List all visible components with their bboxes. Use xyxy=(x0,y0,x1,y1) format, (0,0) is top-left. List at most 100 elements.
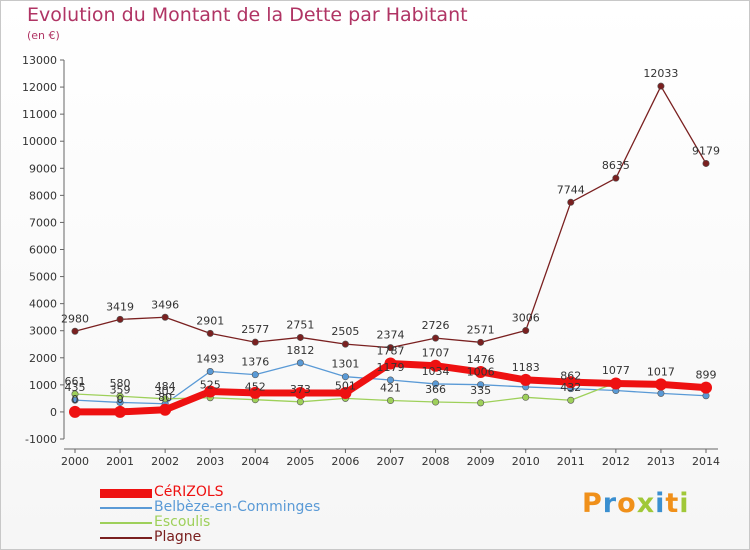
data-point-escoulis xyxy=(386,397,394,405)
logo-letter: t xyxy=(665,488,680,519)
data-label-cerizols: 1183 xyxy=(512,361,540,374)
series-plagne xyxy=(71,82,710,352)
data-point-cerizols xyxy=(249,386,262,399)
x-tick-label: 2008 xyxy=(422,455,450,468)
logo-letter: x xyxy=(636,488,656,519)
data-point-escoulis xyxy=(567,396,575,404)
data-label-plagne: 12033 xyxy=(643,67,678,80)
data-point-cerizols xyxy=(204,385,217,398)
data-label-escoulis: 501 xyxy=(335,379,356,392)
y-tick-label: 9000 xyxy=(29,162,57,175)
data-label-plagne: 2726 xyxy=(422,319,450,332)
unit-label: (en €) xyxy=(27,29,60,42)
y-tick-label: 8000 xyxy=(29,189,57,202)
data-point-cerizols xyxy=(429,359,442,372)
y-tick-label: 4000 xyxy=(29,298,57,311)
data-label-plagne: 2980 xyxy=(61,312,89,325)
x-tick-label: 2006 xyxy=(331,455,359,468)
data-point-cerizols xyxy=(564,376,577,389)
legend-label-plagne: Plagne xyxy=(154,529,202,545)
data-label-escoulis: 373 xyxy=(290,383,311,396)
legend-swatch-escoulis xyxy=(100,522,152,524)
x-tick-label: 2013 xyxy=(647,455,675,468)
data-label-belbeze: 1006 xyxy=(467,366,495,379)
data-point-plagne xyxy=(567,198,575,206)
data-label-plagne: 2571 xyxy=(467,323,495,336)
data-label-escoulis: 484 xyxy=(155,380,176,393)
data-point-belbeze xyxy=(432,380,440,388)
data-label-cerizols: 0 xyxy=(117,393,124,406)
x-tick-label: 2010 xyxy=(512,455,540,468)
data-point-plagne xyxy=(161,313,169,321)
data-label-plagne: 2577 xyxy=(241,323,269,336)
data-point-belbeze xyxy=(386,376,394,384)
data-point-escoulis xyxy=(477,399,485,407)
x-tick-label: 2003 xyxy=(196,455,224,468)
data-point-cerizols xyxy=(700,381,712,394)
data-point-plagne xyxy=(612,174,620,182)
legend-label-belbeze: Belbèze-en-Comminges xyxy=(154,499,321,515)
data-point-belbeze xyxy=(341,373,349,381)
data-point-belbeze xyxy=(206,368,214,376)
x-tick-label: 2005 xyxy=(286,455,314,468)
data-label-belbeze: 1493 xyxy=(196,353,224,366)
data-label-escoulis: 1077 xyxy=(602,364,630,377)
data-label-cerizols: 1707 xyxy=(422,347,450,360)
data-point-plagne xyxy=(71,327,79,335)
x-tick-label: 2012 xyxy=(602,455,630,468)
y-tick-label: 12000 xyxy=(22,81,57,94)
logo-letter: r xyxy=(602,488,618,519)
data-label-plagne: 9179 xyxy=(692,144,720,157)
data-label-escoulis: 366 xyxy=(425,383,446,396)
data-point-escoulis xyxy=(161,395,169,403)
data-point-plagne xyxy=(702,159,710,167)
data-label-belbeze: 1034 xyxy=(422,365,450,378)
data-label-plagne: 3496 xyxy=(151,298,179,311)
data-point-escoulis xyxy=(116,392,124,400)
data-point-cerizols xyxy=(339,386,352,399)
data-point-plagne xyxy=(386,344,394,352)
data-label-plagne: 2901 xyxy=(196,314,224,327)
data-label-plagne: 3419 xyxy=(106,300,134,313)
data-label-belbeze: 359 xyxy=(110,383,131,396)
data-label-escoulis: 432 xyxy=(560,381,581,394)
data-point-cerizols xyxy=(114,405,127,418)
data-label-escoulis: 1017 xyxy=(647,365,675,378)
data-label-escoulis: 525 xyxy=(200,379,221,392)
data-point-belbeze xyxy=(251,371,259,379)
data-labels-layer: 2980 3419 3496 2901 2577 2751 2505 2374 2726 2571… xyxy=(61,67,720,406)
data-label-belbeze: 1301 xyxy=(331,358,359,371)
data-point-cerizols xyxy=(474,365,487,378)
y-tick-label: 0 xyxy=(50,406,57,419)
data-label-plagne: 7744 xyxy=(557,183,585,196)
data-label-cerizols: 1787 xyxy=(377,345,405,358)
data-label-cerizols: 80 xyxy=(158,391,172,404)
y-tick-label: 2000 xyxy=(29,352,57,365)
line-chart: -100001000200030004000500060007000800090… xyxy=(22,54,720,468)
data-label-belbeze: 1179 xyxy=(377,361,405,374)
data-label-escoulis: 452 xyxy=(245,381,266,394)
legend-label-escoulis: Escoulis xyxy=(154,514,211,530)
legend-label-cerizols: CéRIZOLS xyxy=(154,484,224,500)
x-tick-label: 2009 xyxy=(467,455,495,468)
x-tick-label: 2001 xyxy=(106,455,134,468)
data-label-belbeze: 302 xyxy=(155,385,176,398)
data-label-escoulis: 421 xyxy=(380,382,401,395)
data-label-belbeze: 1376 xyxy=(241,356,269,369)
data-label-belbeze: 435 xyxy=(65,381,86,394)
data-point-plagne xyxy=(296,333,304,341)
data-label-plagne: 2751 xyxy=(286,318,314,331)
series-cerizols xyxy=(69,357,712,418)
y-tick-label: 6000 xyxy=(29,244,57,257)
data-label-escoulis: 661 xyxy=(65,375,86,388)
y-tick-label: 1000 xyxy=(29,379,57,392)
data-point-escoulis xyxy=(71,390,79,398)
page-title: Evolution du Montant de la Dette par Hab… xyxy=(27,4,468,26)
data-point-cerizols xyxy=(519,373,532,386)
y-tick-label: 5000 xyxy=(29,271,57,284)
data-point-plagne xyxy=(251,338,259,346)
y-tick-label: 3000 xyxy=(29,325,57,338)
data-label-plagne: 3006 xyxy=(512,312,540,325)
data-point-cerizols xyxy=(384,357,397,370)
